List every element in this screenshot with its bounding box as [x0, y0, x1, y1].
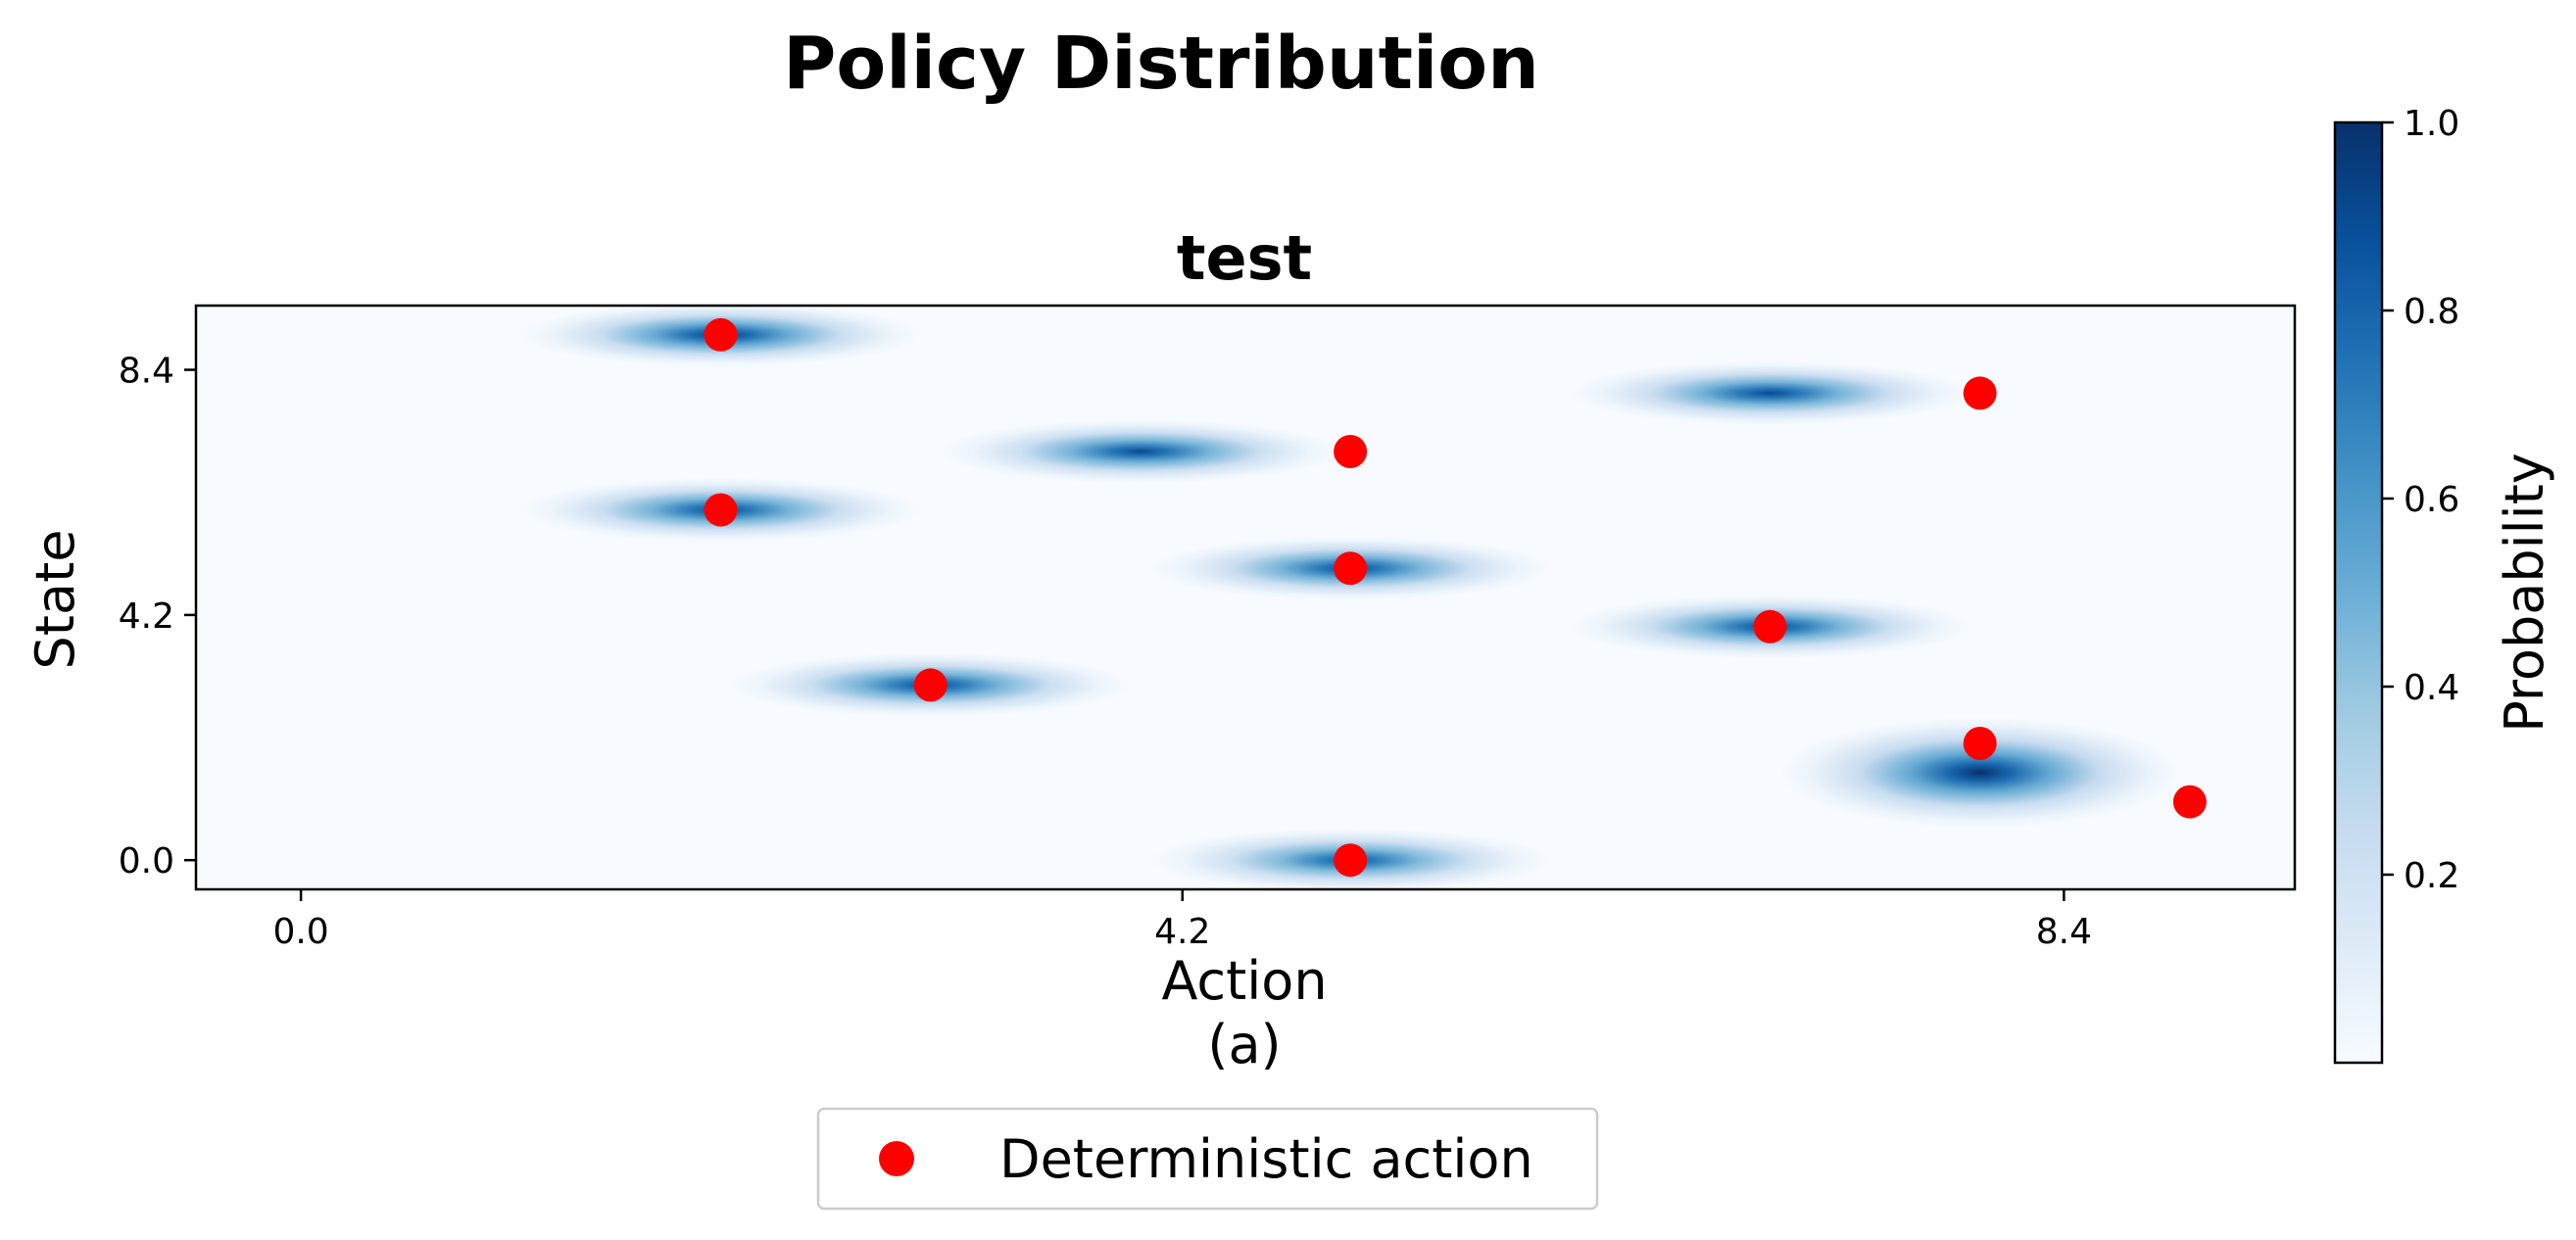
x-tick-label: 4.2: [1154, 912, 1210, 952]
deterministic-action-point: [704, 493, 738, 527]
deterministic-action-point: [704, 317, 738, 352]
policy-density-blob: [1780, 717, 2180, 829]
colorbar-gradient: [2333, 120, 2384, 1065]
legend: Deterministic action: [816, 1107, 1599, 1211]
deterministic-action-point: [913, 668, 948, 702]
deterministic-action-point: [1963, 376, 1997, 410]
x-tick-label: 0.0: [272, 912, 328, 952]
y-axis-label: State: [24, 530, 86, 670]
deterministic-action-point: [1334, 435, 1368, 468]
deterministic-action-point: [2172, 785, 2207, 819]
chart-title: Policy Distribution: [783, 22, 1539, 106]
y-axis-ticks: 0.0 4.2 8.4: [119, 352, 196, 882]
y-tick-label: 8.4: [119, 352, 174, 392]
deterministic-action-point: [1753, 609, 1787, 644]
colorbar-label: Probability: [2494, 453, 2555, 732]
y-tick-label: 4.2: [119, 596, 174, 637]
colorbar-tick-label: 0.8: [2404, 292, 2459, 332]
deterministic-action-point: [1963, 727, 1997, 760]
plot-frame: [194, 304, 2297, 891]
colorbar: 0.2 0.4 0.6 0.8 1.0 Probability: [2333, 104, 2555, 1065]
colorbar-ticks: 0.2 0.4 0.6 0.8 1.0: [2382, 104, 2459, 896]
x-tick-label: 8.4: [2036, 912, 2092, 952]
points-layer: [704, 317, 2207, 878]
plot-area: 0.0 4.2 8.4 0.0 4.2 8.4: [119, 304, 2297, 952]
x-axis-ticks: 0.0 4.2 8.4: [272, 889, 2092, 952]
deterministic-action-point: [1334, 843, 1368, 878]
colorbar-tick-label: 1.0: [2404, 104, 2459, 144]
legend-marker: [879, 1141, 914, 1176]
colorbar-tick-label: 0.2: [2404, 856, 2459, 896]
colorbar-tick-label: 0.4: [2404, 668, 2459, 708]
deterministic-action-point: [1334, 551, 1368, 586]
policy-density-blob: [941, 419, 1340, 484]
chart-subtitle: test: [1177, 222, 1312, 294]
policy-density-blob: [1571, 360, 1969, 426]
legend-box: [816, 1107, 1599, 1211]
legend-label: Deterministic action: [999, 1128, 1533, 1190]
colorbar-tick-label: 0.6: [2404, 480, 2459, 520]
panel-label: (a): [1207, 1014, 1281, 1075]
y-tick-label: 0.0: [119, 841, 174, 882]
x-axis-label: Action: [1161, 950, 1327, 1012]
